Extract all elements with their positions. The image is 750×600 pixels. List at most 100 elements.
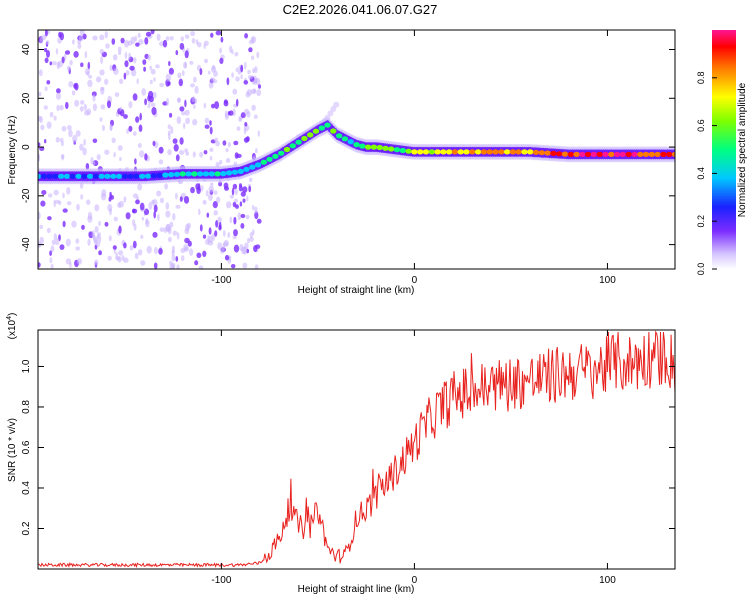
noise-dot [140, 260, 146, 266]
noise-dot [152, 140, 156, 147]
noise-dot [56, 88, 61, 94]
noise-dot [79, 30, 85, 36]
noise-dot [129, 65, 135, 71]
spectrogram-x-label: Height of straight line (km) [298, 285, 415, 296]
noise-dot [59, 244, 65, 250]
noise-dot [94, 204, 100, 212]
noise-dot [94, 226, 99, 233]
noise-dot [171, 255, 176, 262]
ridge-core [347, 139, 354, 145]
noise-dot [44, 57, 49, 64]
noise-dot [214, 101, 220, 110]
noise-dot [165, 36, 170, 41]
noise-dot [96, 241, 101, 247]
noise-dot [109, 64, 113, 72]
noise-dot [232, 183, 238, 190]
track-point [333, 101, 340, 108]
ridge-core [671, 151, 675, 157]
ridge-core [86, 173, 94, 179]
noise-dot [178, 78, 183, 87]
noise-dot [74, 99, 80, 107]
noise-dot [153, 77, 156, 82]
noise-dot [84, 110, 90, 116]
y-tick-label: 1.0 [21, 359, 32, 373]
noise-dot [100, 86, 105, 91]
ridge-core [75, 173, 82, 179]
noise-dot [175, 154, 180, 162]
noise-dot [159, 82, 165, 88]
noise-dot [117, 145, 123, 151]
noise-dot [154, 247, 158, 255]
noise-dot [208, 185, 215, 193]
noise-dot [225, 148, 229, 153]
ridge-core [544, 150, 551, 156]
noise-dot [65, 258, 72, 265]
noise-dot [232, 88, 238, 95]
track-point [327, 110, 334, 117]
noise-dot [66, 201, 72, 206]
ridge-core [567, 151, 574, 157]
noise-dot [59, 137, 64, 143]
noise-dot [46, 121, 52, 129]
ridge-core [353, 142, 360, 148]
ridge-core [92, 173, 100, 179]
ridge-core [162, 172, 169, 178]
noise-dot [167, 124, 171, 130]
ridge-core [619, 151, 627, 157]
noise-dot [203, 43, 206, 50]
noise-dot [119, 156, 122, 162]
noise-dot [168, 61, 171, 66]
noise-dot [44, 47, 48, 53]
noise-dot [50, 263, 54, 269]
ridge-core [550, 150, 557, 156]
ridge-core [527, 149, 534, 155]
noise-dot [53, 115, 57, 121]
noise-dot [91, 230, 96, 238]
noise-dot [47, 193, 53, 198]
noise-dot [87, 238, 91, 246]
noise-dot [38, 91, 42, 97]
noise-dot [75, 246, 81, 251]
noise-dot [99, 69, 105, 76]
noise-dot [51, 61, 57, 66]
noise-dot [179, 137, 184, 145]
noise-dot [124, 40, 130, 48]
noise-dot [80, 100, 85, 105]
noise-dot [198, 265, 204, 269]
ridge-core [104, 173, 111, 179]
noise-dot [243, 80, 249, 85]
ridge-core [191, 171, 198, 177]
noise-dot [117, 46, 122, 53]
noise-dot [118, 51, 122, 56]
noise-dot [49, 250, 52, 256]
noise-dot [123, 196, 127, 203]
noise-dot [148, 90, 154, 99]
noise-dot [141, 216, 145, 221]
noise-dot [81, 224, 85, 230]
snr-y-ticks: 0.2 0.4 0.6 0.8 1.0 [21, 359, 675, 535]
ridge-core [364, 144, 372, 150]
noise-dot [157, 213, 160, 221]
noise-dot [238, 117, 243, 123]
noise-dot [251, 55, 255, 60]
noise-dot [175, 256, 179, 262]
noise-dot [254, 206, 258, 214]
ridge-core [434, 149, 441, 155]
noise-dot [256, 89, 262, 97]
noise-dot [107, 203, 113, 212]
noise-dot [135, 42, 140, 47]
noise-dot [104, 78, 109, 85]
noise-dot [113, 216, 118, 222]
noise-dot [38, 69, 43, 77]
noise-dot [169, 36, 174, 41]
noise-dot [167, 81, 171, 86]
noise-dot [49, 111, 54, 118]
noise-dot [240, 112, 246, 119]
noise-dot [55, 92, 62, 100]
ridge-core [637, 151, 644, 157]
ridge-core [208, 171, 215, 177]
noise-dot [181, 70, 185, 76]
noise-dot [148, 201, 153, 210]
y-tick-label: -40 [21, 237, 32, 252]
ridge-core [179, 171, 186, 177]
